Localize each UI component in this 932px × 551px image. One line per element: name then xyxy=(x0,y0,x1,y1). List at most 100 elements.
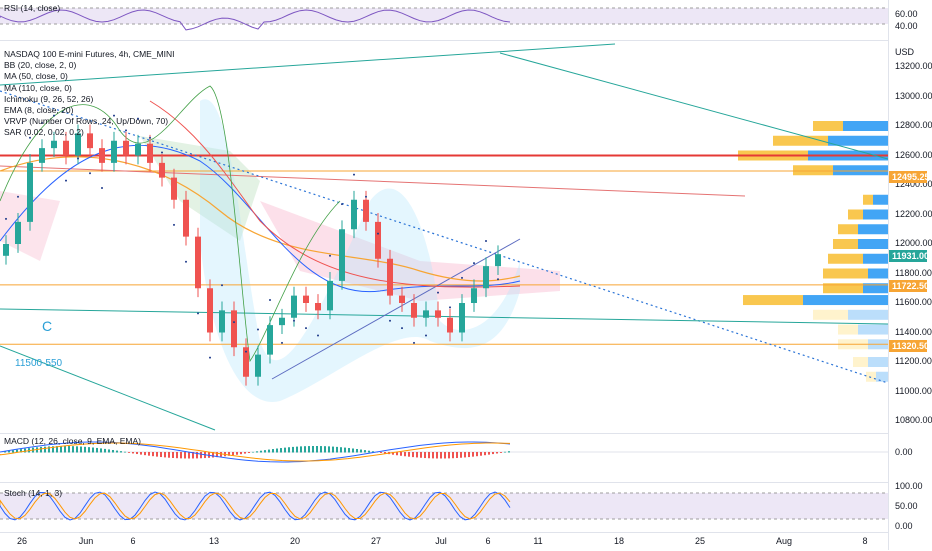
rsi-tick-60: 60.00 xyxy=(895,9,918,19)
price-chart[interactable] xyxy=(0,41,888,433)
x-tick: 13 xyxy=(208,536,220,546)
macd-histogram-bar xyxy=(492,452,494,455)
macd-histogram-bar xyxy=(368,450,370,453)
stoch-band xyxy=(0,493,888,519)
macd-histogram-bar xyxy=(132,452,134,454)
stoch-d-line xyxy=(0,492,511,520)
x-tick: 6 xyxy=(485,536,491,546)
x-tick: 8 xyxy=(862,536,868,546)
macd-histogram-bar xyxy=(272,449,274,453)
legend-ichimoku[interactable]: Ichimoku (9, 26, 52, 26) xyxy=(4,93,94,104)
macd-histogram-bar xyxy=(228,452,230,456)
trend-line xyxy=(499,52,888,160)
price-tick: 13000.00 xyxy=(895,90,932,101)
macd-histogram-bar xyxy=(448,452,450,459)
sar-dot xyxy=(473,262,475,265)
rsi-band xyxy=(0,8,888,24)
candle xyxy=(231,310,237,348)
sar-dot xyxy=(437,291,439,294)
legend-sar[interactable]: SAR (0.02, 0.02, 0.2) xyxy=(4,127,84,138)
sar-dot xyxy=(245,350,247,353)
legend-ma50[interactable]: MA (50, close, 0) xyxy=(4,71,68,82)
candle xyxy=(351,199,357,230)
macd-histogram-bar xyxy=(52,446,54,453)
macd-histogram-bar xyxy=(276,448,278,453)
sar-dot xyxy=(233,321,235,324)
currency-label: USD xyxy=(895,47,915,57)
macd-histogram-bar xyxy=(328,446,330,453)
macd-histogram-bar xyxy=(60,446,62,453)
macd-histogram-bar xyxy=(172,452,174,458)
target-label: 11500-550 xyxy=(15,358,63,369)
volume-profile-down xyxy=(848,209,863,220)
macd-histogram-bar xyxy=(304,446,306,453)
volume-profile-down xyxy=(743,295,803,306)
sar-dot xyxy=(221,284,223,287)
macd-histogram-bar xyxy=(140,452,142,455)
macd-signal-line xyxy=(0,442,511,462)
legend-vrvp[interactable]: VRVP (Number Of Rows, 24, Up/Down, 70) xyxy=(4,116,169,127)
macd-histogram-bar xyxy=(124,451,126,453)
sar-dot xyxy=(125,129,127,132)
price-pane[interactable]: NASDAQ 100 E-mini Futures, 4h, CME_MINI … xyxy=(0,41,888,433)
macd-histogram-bar xyxy=(348,448,350,453)
macd-histogram-bar xyxy=(76,446,78,453)
stoch-plot xyxy=(0,491,888,521)
macd-pane[interactable]: MACD (12, 26, close, 9, EMA, EMA) xyxy=(0,434,888,482)
sar-dot xyxy=(281,341,283,344)
sar-dot xyxy=(401,327,403,330)
sar-dot xyxy=(413,341,415,344)
macd-histogram-bar xyxy=(356,448,358,453)
candle xyxy=(3,244,9,256)
volume-profile-up xyxy=(858,324,888,335)
price-axis[interactable]: 60.00 40.00 USD 13200.00 13000.00 12800.00… xyxy=(888,0,932,550)
x-tick: 27 xyxy=(370,536,382,546)
macd-histogram-bar xyxy=(252,451,254,453)
macd-line xyxy=(0,441,511,463)
candle xyxy=(27,162,33,222)
trend-line xyxy=(0,90,888,384)
price-tick: 11200.00 xyxy=(895,356,932,366)
candle xyxy=(219,310,225,333)
sar-dot xyxy=(461,276,463,279)
macd-histogram-bar xyxy=(212,452,214,458)
macd-histogram-bar xyxy=(312,446,314,453)
candle xyxy=(75,133,81,156)
candle xyxy=(495,254,501,267)
legend-ma110[interactable]: MA (110, close, 0) xyxy=(4,82,72,93)
macd-histogram-bar xyxy=(504,451,506,453)
candle xyxy=(291,295,297,318)
price-label-11722: 11722.50 xyxy=(889,280,929,292)
volume-profile-up xyxy=(848,309,888,320)
macd-histogram-bar xyxy=(352,448,354,453)
macd-histogram-bar xyxy=(456,452,458,459)
sar-dot xyxy=(53,114,55,117)
volume-profile-down xyxy=(823,268,868,279)
macd-label: MACD (12, 26, close, 9, EMA, EMA) xyxy=(4,436,141,446)
x-tick: 18 xyxy=(613,536,625,546)
rsi-pane[interactable]: RSI (14, close) xyxy=(0,0,888,40)
macd-histogram-bar xyxy=(320,446,322,453)
sar-dot xyxy=(29,136,31,139)
candle xyxy=(303,295,309,303)
sar-dot xyxy=(77,157,79,160)
legend-ema[interactable]: EMA (8, close, 20) xyxy=(4,105,74,116)
macd-histogram-bar xyxy=(484,452,486,456)
time-axis[interactable]: 26 Jun 6 13 20 27 Jul 6 11 18 25 Aug 8 xyxy=(0,532,888,551)
volume-profile-down xyxy=(813,309,848,320)
macd-histogram-bar xyxy=(300,446,302,453)
macd-histogram-bar xyxy=(184,452,186,459)
macd-histogram-bar xyxy=(336,446,338,453)
candle xyxy=(183,199,189,237)
legend-bb[interactable]: BB (20, close, 2, 0) xyxy=(4,60,77,71)
candle xyxy=(159,162,165,178)
volume-profile-up xyxy=(858,239,888,249)
macd-histogram-bar xyxy=(468,452,470,458)
macd-histogram-bar xyxy=(500,452,502,453)
sar-dot xyxy=(257,328,259,331)
macd-histogram-bar xyxy=(100,448,102,453)
x-tick: Jul xyxy=(435,536,447,546)
macd-histogram-bar xyxy=(160,452,162,458)
volume-profile-down xyxy=(823,283,863,294)
stoch-pane[interactable]: Stoch (14, 1, 3) xyxy=(0,483,888,532)
